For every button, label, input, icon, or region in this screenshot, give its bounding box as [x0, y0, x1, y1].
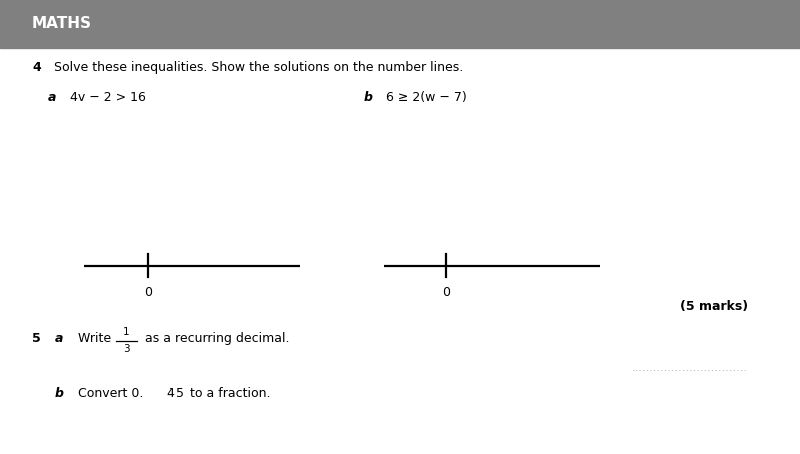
Text: 4v − 2 > 16: 4v − 2 > 16	[70, 91, 146, 104]
Bar	[0, 0, 800, 48]
Text: Write: Write	[78, 332, 115, 345]
Text: Solve these inequalities. Show the solutions on the number lines.: Solve these inequalities. Show the solut…	[54, 61, 464, 74]
Text: Convert 0.: Convert 0.	[78, 387, 144, 400]
Text: MATHS: MATHS	[32, 16, 92, 31]
Text: a: a	[54, 332, 62, 345]
Text: b: b	[54, 387, 63, 400]
Text: 5̇: 5̇	[176, 387, 184, 400]
Text: 4: 4	[32, 61, 41, 74]
Text: 4̇: 4̇	[166, 387, 174, 400]
Text: as a recurring decimal.: as a recurring decimal.	[141, 332, 290, 345]
Text: b: b	[364, 91, 373, 104]
Text: a: a	[48, 91, 56, 104]
Text: to a fraction.: to a fraction.	[186, 387, 270, 400]
Text: ................................: ................................	[632, 363, 748, 373]
Text: (5 marks): (5 marks)	[680, 300, 748, 313]
Text: 1: 1	[123, 327, 130, 337]
Text: 3: 3	[123, 344, 130, 354]
Text: 6 ≥ 2(w − 7): 6 ≥ 2(w − 7)	[386, 91, 467, 104]
Text: 5: 5	[32, 332, 41, 345]
Text: 0: 0	[442, 286, 450, 299]
Text: 0: 0	[144, 286, 152, 299]
